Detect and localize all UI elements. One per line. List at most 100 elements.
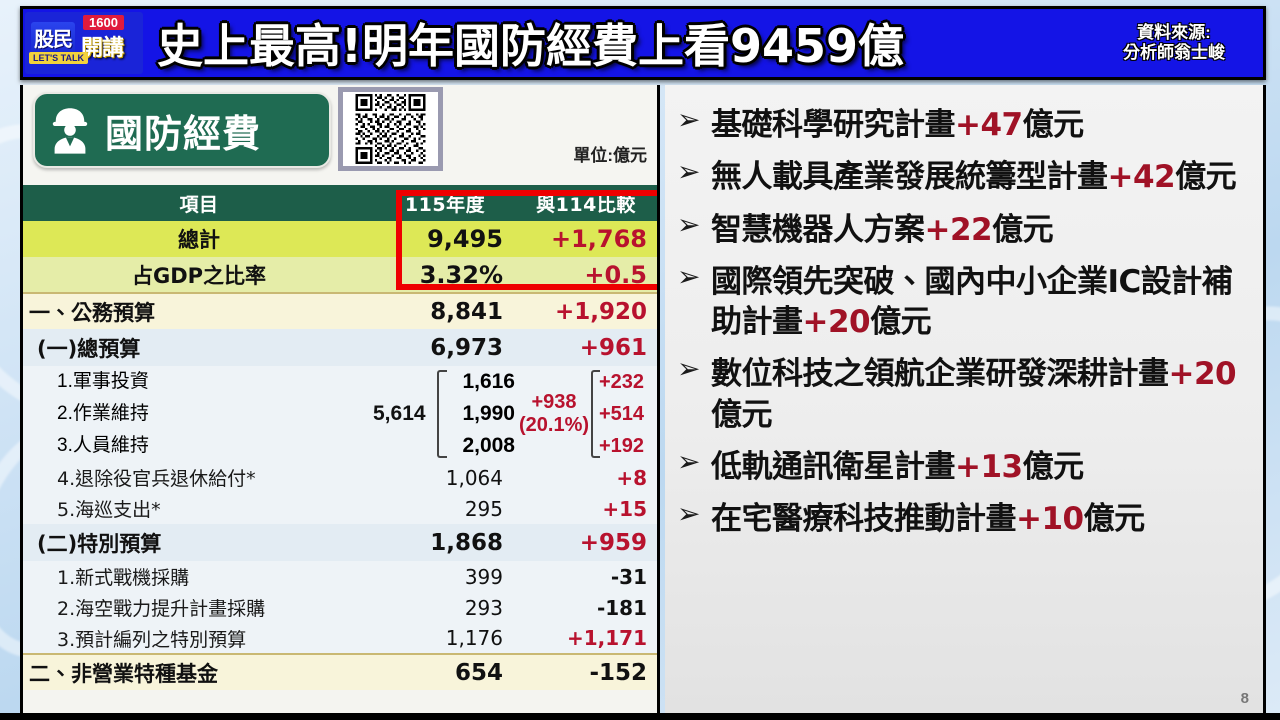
row-label: 1.軍事投資 bbox=[57, 371, 149, 392]
row-label: (一)總預算 bbox=[23, 329, 375, 366]
row-value-comparison: +8 bbox=[515, 462, 657, 493]
group-subtotal: 5,614 bbox=[373, 402, 426, 425]
table-header-row: 項目 115年度 與114比較 bbox=[23, 185, 657, 221]
bullet-suffix: 億元 bbox=[1175, 159, 1237, 196]
row-value-y115: 399 bbox=[375, 561, 515, 592]
arrow-bullet-icon: ➢ bbox=[677, 497, 701, 531]
source-analyst: 分析師翁士峻 bbox=[1123, 43, 1225, 62]
budget-table-continued: 4.退除役官兵退休給付* 1,064 +8 5.海巡支出* 295 +15 (二… bbox=[23, 462, 657, 690]
arrow-bullet-icon: ➢ bbox=[677, 103, 701, 136]
list-item: ➢ 無人載具產業發展統籌型計畫+42億元 bbox=[677, 157, 1253, 197]
table-row: 4.退除役官兵退休給付* 1,064 +8 bbox=[23, 462, 657, 493]
table-row: 一、公務預算 8,841 +1,920 bbox=[23, 292, 657, 329]
logo-show-text: 開講 bbox=[81, 35, 124, 60]
row-value-y115: 8,841 bbox=[375, 292, 515, 329]
bullet-text: 基礎科學研究計畫+47億元 bbox=[711, 105, 1084, 145]
bullet-suffix: 億元 bbox=[1022, 107, 1085, 143]
group-change-value: +938 bbox=[531, 391, 577, 413]
source-label: 資料來源: bbox=[1137, 22, 1211, 42]
row-label: 1.新式戰機採購 bbox=[23, 561, 375, 592]
row-value-y115: 295 bbox=[375, 493, 515, 524]
row-label: 3.人員維持 bbox=[57, 435, 149, 456]
bullet-label: 數位科技之領航企業研發深耕計畫 bbox=[711, 356, 1169, 393]
logo-tagline: LET'S TALK bbox=[29, 52, 88, 64]
row-value-comparison: +961 bbox=[515, 329, 657, 366]
bullet-text: 在宅醫療科技推動計畫+10億元 bbox=[711, 499, 1145, 539]
arrow-bullet-icon: ➢ bbox=[677, 352, 701, 386]
row-label: 2.海空戰力提升計畫採購 bbox=[23, 592, 375, 623]
table-row: 1.新式戰機採購 399 -31 bbox=[23, 561, 657, 592]
row-value-y115: 9,495 bbox=[375, 221, 515, 257]
arrow-bullet-icon: ➢ bbox=[677, 259, 701, 293]
unit-label: 單位:億元 bbox=[573, 146, 647, 165]
column-header-item: 項目 bbox=[23, 185, 375, 221]
brace-right-icon bbox=[591, 370, 600, 458]
grouped-comparisons: +938 (20.1%) +232 +514 +192 bbox=[515, 366, 657, 462]
highlights-panel: ➢ 基礎科學研究計畫+47億元 ➢ 無人載具產業發展統籌型計畫+42億元 ➢ 智… bbox=[665, 85, 1266, 713]
arrow-bullet-icon: ➢ bbox=[677, 207, 701, 241]
row-value-y115: 2,008 bbox=[462, 434, 515, 457]
bullet-amount: +42 bbox=[1107, 159, 1176, 196]
row-value-comparison: +514 bbox=[599, 403, 645, 425]
table-row: 二、非營業特種基金 654 -152 bbox=[23, 653, 657, 690]
header-banner: 股民 1600 開講 LET'S TALK 史上最高!明年國防經費上看9459億… bbox=[20, 6, 1266, 80]
logo-number-badge: 1600 bbox=[83, 15, 124, 30]
channel-logo: 股民 1600 開講 LET'S TALK bbox=[25, 12, 143, 74]
row-value-comparison: -181 bbox=[515, 592, 657, 623]
row-value-y115: 1,176 bbox=[375, 623, 515, 654]
source-attribution: 資料來源: 分析師翁士峻 bbox=[1091, 23, 1263, 63]
arrow-bullet-icon: ➢ bbox=[677, 445, 701, 479]
row-value-comparison: +1,768 bbox=[515, 221, 657, 257]
section-title-badge: 國防經費 bbox=[33, 92, 331, 168]
section-title-text: 國防經費 bbox=[105, 111, 262, 156]
row-label: 占GDP之比率 bbox=[23, 257, 375, 293]
row-value-comparison: +15 bbox=[515, 493, 657, 524]
bullet-label: 低軌通訊衛星計畫 bbox=[711, 449, 956, 486]
brace-left-icon bbox=[437, 370, 447, 458]
row-label: 4.退除役官兵退休給付* bbox=[23, 462, 375, 493]
bullet-text: 數位科技之領航企業研發深耕計畫+20 億元 bbox=[711, 354, 1253, 435]
bullet-suffix: 億元 bbox=[992, 211, 1054, 248]
row-label: 一、公務預算 bbox=[23, 292, 375, 329]
budget-table: 項目 115年度 與114比較 總計 9,495 +1,768 占GDP之比率 … bbox=[23, 185, 657, 366]
bullet-amount: +22 bbox=[924, 211, 993, 248]
bullet-label: 無人載具產業發展統籌型計畫 bbox=[711, 159, 1108, 196]
bullet-amount: +13 bbox=[955, 449, 1023, 486]
row-label: 總計 bbox=[23, 221, 375, 257]
logo-brand-text: 股民 bbox=[31, 22, 75, 53]
row-value-y115: 1,990 bbox=[462, 402, 515, 425]
group-change-percent: (20.1%) bbox=[518, 414, 590, 436]
column-header-y115: 115年度 bbox=[375, 185, 515, 221]
grouped-values: 5,614 1,616 1,990 2,008 bbox=[373, 366, 515, 462]
bullet-amount: +20 bbox=[1168, 356, 1237, 393]
table-row: (一)總預算 6,973 +961 bbox=[23, 329, 657, 366]
bullet-amount: +10 bbox=[1016, 501, 1084, 538]
table-row: 2.海空戰力提升計畫採購 293 -181 bbox=[23, 592, 657, 623]
list-item: ➢ 數位科技之領航企業研發深耕計畫+20 億元 bbox=[677, 354, 1253, 435]
row-value-comparison: +959 bbox=[515, 524, 657, 561]
table-row: 占GDP之比率 3.32% +0.5 bbox=[23, 257, 657, 293]
row-value-y115: 654 bbox=[375, 653, 515, 690]
qr-code[interactable] bbox=[338, 87, 443, 171]
bullet-suffix: 億元 bbox=[711, 396, 773, 433]
grouped-subitems-block: 1.軍事投資 2.作業維持 3.人員維持 5,614 1,616 1,990 2… bbox=[23, 366, 657, 462]
bullet-label: 國際領先突破、國內中小企業IC設計補助計畫 bbox=[711, 263, 1233, 341]
row-label: 5.海巡支出* bbox=[23, 493, 375, 524]
row-value-y115: 1,064 bbox=[375, 462, 515, 493]
column-header-comparison: 與114比較 bbox=[515, 185, 657, 221]
list-item: ➢ 在宅醫療科技推動計畫+10億元 bbox=[677, 499, 1253, 539]
row-label: 二、非營業特種基金 bbox=[23, 653, 375, 690]
bullet-suffix: 億元 bbox=[1083, 501, 1146, 538]
row-value-y115: 1,868 bbox=[375, 524, 515, 561]
row-value-comparison: +1,920 bbox=[515, 292, 657, 329]
table-row: 5.海巡支出* 295 +15 bbox=[23, 493, 657, 524]
page-title: 史上最高!明年國防經費上看9459億 bbox=[157, 19, 905, 73]
arrow-bullet-icon: ➢ bbox=[677, 155, 701, 189]
list-item: ➢ 基礎科學研究計畫+47億元 bbox=[677, 105, 1253, 145]
row-label: 3.預計編列之特別預算 bbox=[23, 623, 375, 654]
list-item: ➢ 低軌通訊衛星計畫+13億元 bbox=[677, 447, 1253, 487]
row-value-y115: 6,973 bbox=[375, 329, 515, 366]
table-row: (二)特別預算 1,868 +959 bbox=[23, 524, 657, 561]
row-label: (二)特別預算 bbox=[23, 524, 375, 561]
row-value-comparison: +232 bbox=[599, 371, 645, 393]
